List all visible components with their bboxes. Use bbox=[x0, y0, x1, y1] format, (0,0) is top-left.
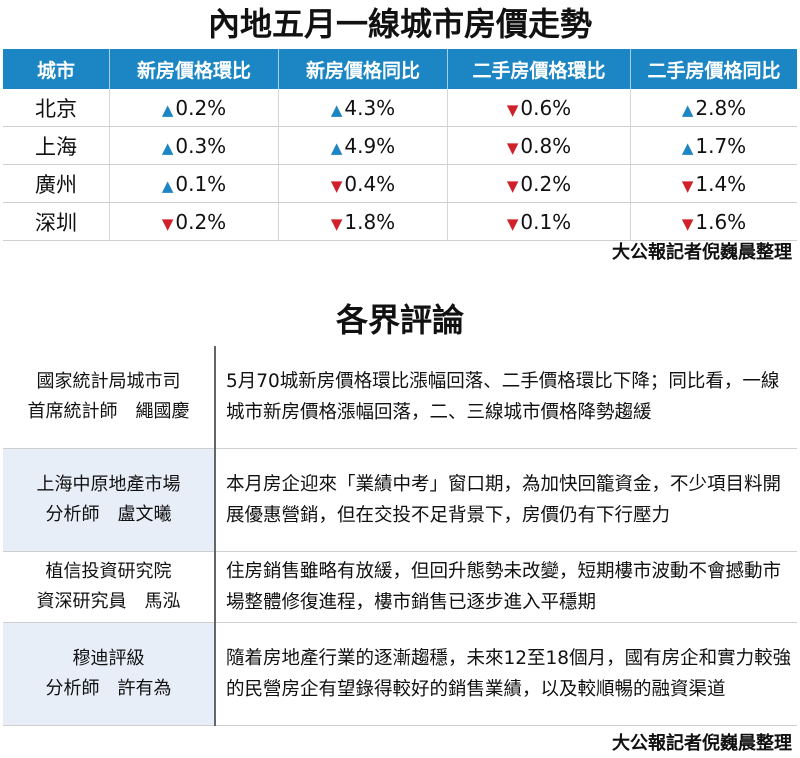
commenter-role: 分析師 盧文曦 bbox=[45, 504, 172, 525]
change-cell: ▲ 0.3% bbox=[109, 126, 279, 165]
city-cell: 深圳 bbox=[3, 202, 110, 241]
comment-text: 本月房企迎來「業績中考」窗口期，為加快回籠資金，不少項目料開展優惠營銷，但在交投… bbox=[215, 448, 797, 552]
change-value: 0.2% bbox=[175, 95, 227, 120]
commenter-cell: 穆迪評級分析師 許有為 bbox=[3, 622, 216, 726]
table-row: 廣州 ▲ 0.1% ▼ 0.4% ▼ 0.2% ▼ 1.4% bbox=[3, 164, 797, 203]
change-cell: ▼ 1.4% bbox=[630, 164, 797, 203]
change-value: 0.1% bbox=[520, 209, 572, 234]
change-value: 4.9% bbox=[344, 133, 396, 158]
down-triangle-icon: ▼ bbox=[506, 138, 519, 157]
comments-table: 國家統計局城市司 首席統計師 繩國慶 5月70城新房價格環比漲幅回落、二手價格環比下… bbox=[3, 346, 797, 726]
down-triangle-icon: ▼ bbox=[506, 214, 519, 233]
comment-text: 隨着房地產行業的逐漸趨穩，未來12至18個月，國有房企和實力較強的民營房企有望錄… bbox=[215, 622, 797, 726]
price-table-title: 內地五月一線城市房價走勢 bbox=[207, 5, 592, 43]
change-cell: ▲ 4.3% bbox=[278, 89, 448, 127]
up-triangle-icon: ▲ bbox=[681, 100, 694, 119]
up-triangle-icon: ▲ bbox=[161, 100, 174, 119]
credit-line-prices: 大公報記者倪巍晨整理 bbox=[612, 242, 792, 263]
change-value: 0.3% bbox=[175, 133, 227, 158]
down-triangle-icon: ▼ bbox=[161, 214, 174, 233]
change-value: 0.1% bbox=[175, 171, 227, 196]
down-triangle-icon: ▼ bbox=[330, 214, 343, 233]
up-triangle-icon: ▲ bbox=[681, 138, 694, 157]
down-triangle-icon: ▼ bbox=[681, 214, 694, 233]
table-row: 上海 ▲ 0.3% ▲ 4.9% ▼ 0.8% ▲ 1.7% bbox=[3, 126, 797, 165]
change-cell: ▲ 2.8% bbox=[630, 89, 797, 127]
change-value: 2.8% bbox=[695, 95, 747, 120]
commenter-org: 植信投資研究院 bbox=[45, 561, 172, 582]
table-row: 深圳 ▼ 0.2% ▼ 1.8% ▼ 0.1% ▼ 1.6% bbox=[3, 202, 797, 241]
commenter-org: 穆迪評級 bbox=[72, 648, 145, 669]
change-value: 4.3% bbox=[344, 95, 396, 120]
change-cell: ▼ 0.4% bbox=[278, 164, 448, 203]
up-triangle-icon: ▲ bbox=[161, 138, 174, 157]
table-header-row: 城市 新房價格環比 新房價格同比 二手房價格環比 二手房價格同比 bbox=[3, 49, 797, 89]
down-triangle-icon: ▼ bbox=[330, 176, 343, 195]
change-value: 1.8% bbox=[344, 209, 396, 234]
comments-title: 各界評論 bbox=[335, 301, 464, 339]
commenter-role: 分析師 許有為 bbox=[45, 678, 172, 699]
change-cell: ▼ 1.8% bbox=[278, 202, 448, 241]
comment-row: 穆迪評級 分析師 許有為 隨着房地產行業的逐漸趨穩，未來12至18個月，國有房企和實… bbox=[3, 622, 797, 726]
change-value: 0.2% bbox=[175, 209, 227, 234]
change-cell: ▼ 0.2% bbox=[447, 164, 631, 203]
change-value: 0.8% bbox=[520, 133, 572, 158]
change-value: 1.6% bbox=[695, 209, 747, 234]
up-triangle-icon: ▲ bbox=[330, 138, 343, 157]
comment-text: 5月70城新房價格環比漲幅回落、二手價格環比下降；同比看，一線城市新房價格漲幅回… bbox=[215, 346, 797, 449]
commenter-cell: 植信投資研究院 資深研究員 馬泓 bbox=[3, 551, 216, 623]
header-used-mom: 二手房價格環比 bbox=[447, 49, 631, 89]
change-value: 1.7% bbox=[695, 133, 747, 158]
change-value: 0.6% bbox=[520, 95, 572, 120]
down-triangle-icon: ▼ bbox=[506, 176, 519, 195]
change-cell: ▼ 0.2% bbox=[109, 202, 279, 241]
comment-row: 植信投資研究院 資深研究員 馬泓 住房銷售雖略有放緩，但回升態勢未改變，短期樓市波動… bbox=[3, 551, 797, 623]
up-triangle-icon: ▲ bbox=[161, 176, 174, 195]
header-city: 城市 bbox=[3, 49, 110, 89]
commenter-cell: 國家統計局城市司 首席統計師 繩國慶 bbox=[3, 346, 216, 449]
credit-line-comments: 大公報記者倪巍晨整理 bbox=[612, 733, 792, 754]
commenter-org: 上海中原地產市場 bbox=[36, 474, 181, 495]
change-value: 0.2% bbox=[520, 171, 572, 196]
city-cell: 廣州 bbox=[3, 164, 110, 203]
price-trend-table: 城市 新房價格環比 新房價格同比 二手房價格環比 二手房價格同比 北京 ▲ 0.2%… bbox=[3, 49, 797, 241]
commenter-cell: 上海中原地產市場 分析師 盧文曦 bbox=[3, 448, 216, 552]
table-row: 北京 ▲ 0.2% ▲ 4.3% ▼ 0.6% ▲ 2.8% bbox=[3, 89, 797, 127]
comment-text: 住房銷售雖略有放緩，但回升態勢未改變，短期樓市波動不會撼動市場整體修復進程，樓市… bbox=[215, 551, 797, 623]
commenter-org: 國家統計局城市司 bbox=[36, 371, 181, 392]
change-cell: ▲ 4.9% bbox=[278, 126, 448, 165]
change-cell: ▼ 0.6% bbox=[447, 89, 631, 127]
change-value: 1.4% bbox=[695, 171, 747, 196]
commenter-role: 首席統計師 繩國慶 bbox=[27, 401, 190, 422]
down-triangle-icon: ▼ bbox=[681, 176, 694, 195]
change-cell: ▲ 1.7% bbox=[630, 126, 797, 165]
header-new-mom: 新房價格環比 bbox=[109, 49, 279, 89]
change-cell: ▲ 0.1% bbox=[109, 164, 279, 203]
change-cell: ▼ 1.6% bbox=[630, 202, 797, 241]
change-cell: ▼ 0.8% bbox=[447, 126, 631, 165]
up-triangle-icon: ▲ bbox=[330, 100, 343, 119]
down-triangle-icon: ▼ bbox=[506, 100, 519, 119]
commenter-role: 資深研究員 馬泓 bbox=[36, 591, 181, 612]
header-used-yoy: 二手房價格同比 bbox=[630, 49, 797, 89]
change-cell: ▼ 0.1% bbox=[447, 202, 631, 241]
comment-row: 國家統計局城市司 首席統計師 繩國慶 5月70城新房價格環比漲幅回落、二手價格環比下… bbox=[3, 346, 797, 449]
change-value: 0.4% bbox=[344, 171, 396, 196]
comment-row: 上海中原地產市場 分析師 盧文曦 本月房企迎來「業績中考」窗口期，為加快回籠資金，不… bbox=[3, 448, 797, 552]
city-cell: 上海 bbox=[3, 126, 110, 165]
change-cell: ▲ 0.2% bbox=[109, 89, 279, 127]
header-new-yoy: 新房價格同比 bbox=[278, 49, 448, 89]
city-cell: 北京 bbox=[3, 89, 110, 127]
